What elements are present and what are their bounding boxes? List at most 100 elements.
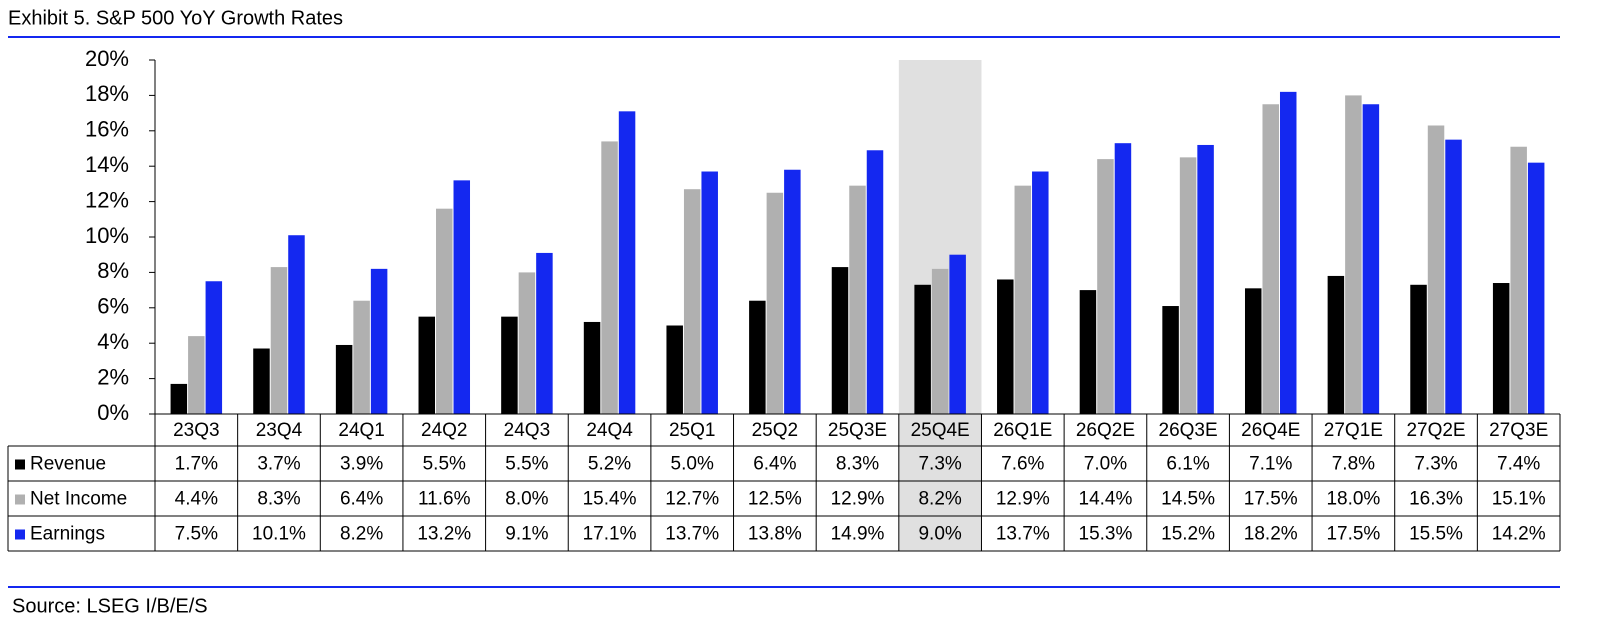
bar: [1362, 104, 1380, 414]
value-label: 7.1%: [1249, 454, 1292, 475]
legend-key: [15, 529, 25, 540]
value-label: 13.8%: [748, 524, 802, 545]
x-tick-label: 26Q4E: [1241, 420, 1300, 441]
bar: [1244, 288, 1262, 414]
value-label: 14.4%: [1079, 489, 1133, 510]
chart-title: Exhibit 5. S&P 500 YoY Growth Rates: [8, 7, 343, 29]
y-tick-label: 18%: [85, 81, 129, 106]
bar: [914, 284, 931, 414]
bar: [253, 348, 270, 414]
y-tick-label: 14%: [85, 152, 129, 177]
value-label: 11.6%: [418, 489, 471, 510]
bar: [288, 235, 305, 414]
bar: [453, 180, 471, 414]
bar: [170, 383, 188, 414]
value-label: 8.2%: [918, 489, 961, 510]
bar: [1114, 143, 1132, 414]
legend-key: [15, 459, 25, 470]
bar: [536, 252, 553, 414]
value-label: 6.1%: [1166, 454, 1209, 475]
value-label: 16.3%: [1409, 489, 1463, 510]
bar: [949, 254, 966, 414]
bar: [1097, 159, 1114, 414]
value-label: 8.3%: [836, 454, 879, 475]
y-tick-label: 6%: [97, 294, 129, 319]
y-tick-label: 12%: [85, 187, 129, 212]
value-label: 12.5%: [748, 489, 802, 510]
bar: [701, 171, 718, 414]
bar: [335, 344, 353, 414]
x-tick-label: 24Q2: [421, 420, 467, 441]
bar: [749, 300, 766, 414]
value-label: 3.9%: [340, 454, 383, 475]
bar: [931, 268, 949, 414]
x-tick-label: 27Q1E: [1324, 420, 1383, 441]
x-tick-label: 26Q3E: [1159, 420, 1218, 441]
value-label: 17.1%: [583, 524, 637, 545]
value-label: 18.2%: [1244, 524, 1298, 545]
x-tick-label: 25Q2: [752, 420, 798, 441]
value-label: 5.2%: [588, 454, 631, 475]
bar: [1510, 146, 1527, 415]
x-tick-label: 24Q3: [504, 420, 550, 441]
value-label: 9.1%: [505, 524, 548, 545]
bar: [1079, 290, 1097, 414]
value-label: 7.4%: [1497, 454, 1540, 475]
value-label: 4.4%: [175, 489, 218, 510]
x-tick-label: 25Q4E: [911, 420, 970, 441]
value-label: 14.2%: [1492, 524, 1546, 545]
bar: [1014, 185, 1032, 414]
bar: [1527, 162, 1545, 414]
bar: [205, 281, 223, 414]
value-label: 7.3%: [918, 454, 961, 475]
y-tick-label: 20%: [85, 46, 129, 71]
bar: [784, 169, 801, 414]
x-tick-label: 27Q2E: [1406, 420, 1465, 441]
value-label: 5.5%: [423, 454, 466, 475]
value-label: 15.2%: [1161, 524, 1215, 545]
value-label: 13.2%: [417, 524, 471, 545]
bar: [1032, 171, 1049, 414]
bar: [1279, 91, 1297, 415]
value-label: 6.4%: [340, 489, 383, 510]
bar: [1410, 284, 1427, 414]
value-label: 7.6%: [1001, 454, 1044, 475]
bar: [270, 267, 288, 414]
value-label: 8.0%: [505, 489, 548, 510]
legend-key: [15, 494, 25, 505]
y-tick-label: 0%: [97, 400, 129, 425]
bar: [418, 316, 436, 414]
value-label: 15.1%: [1492, 489, 1546, 510]
value-label: 17.5%: [1326, 524, 1380, 545]
value-label: 10.1%: [252, 524, 306, 545]
value-label: 12.7%: [665, 489, 719, 510]
value-label: 13.7%: [996, 524, 1050, 545]
bar: [1162, 306, 1179, 414]
bar: [1327, 275, 1345, 414]
x-tick-label: 26Q2E: [1076, 420, 1135, 441]
value-label: 14.9%: [831, 524, 885, 545]
bar: [188, 336, 205, 414]
value-label: 13.7%: [665, 524, 719, 545]
x-tick-label: 27Q3E: [1489, 420, 1548, 441]
value-label: 8.3%: [257, 489, 300, 510]
value-label: 15.5%: [1409, 524, 1463, 545]
legend-label: Revenue: [30, 454, 106, 475]
value-label: 12.9%: [996, 489, 1050, 510]
value-label: 14.5%: [1161, 489, 1215, 510]
bar: [849, 185, 866, 414]
source-note: Source: LSEG I/B/E/S: [12, 595, 208, 617]
bar: [1179, 157, 1197, 414]
bar: [831, 267, 849, 414]
legend-label: Earnings: [30, 524, 105, 545]
x-tick-label: 23Q3: [173, 420, 219, 441]
bar: [583, 321, 601, 414]
value-label: 12.9%: [831, 489, 885, 510]
value-label: 3.7%: [257, 454, 300, 475]
value-label: 15.4%: [583, 489, 637, 510]
value-label: 17.5%: [1244, 489, 1298, 510]
value-label: 18.0%: [1326, 489, 1380, 510]
y-tick-label: 8%: [97, 258, 129, 283]
bar: [1345, 95, 1362, 415]
